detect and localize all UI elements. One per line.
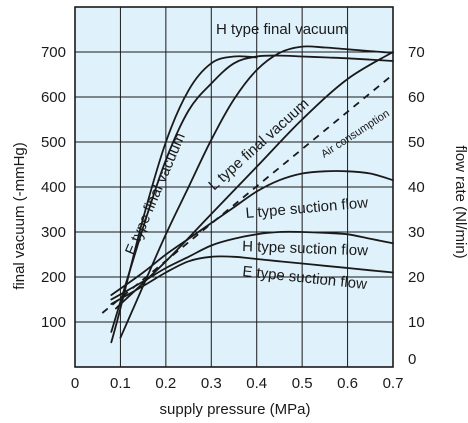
y-tick-label-right: 0 [408,351,416,368]
series-line-l-type-suction-flow [110,170,394,296]
y-tick-label-right: 60 [408,89,425,106]
y-tick-label-right: 70 [408,44,425,61]
x-tick-label: 0.3 [201,375,222,392]
y-tick-label-left: 500 [41,134,66,151]
y-tick-label-right: 30 [408,224,425,241]
x-tick-label: 0.7 [383,375,404,392]
series-line-e-type-final-vacuum [110,55,258,344]
y-tick-label-left: 600 [41,89,66,106]
x-tick-label: 0 [71,375,79,392]
y-tick-label-right: 10 [408,314,425,331]
y-tick-label-left: 100 [41,314,66,331]
y-tick-label-left: 200 [41,269,66,286]
label-h-type-suction-flow: H type suction flow [242,238,369,259]
x-tick-label: 0.4 [246,375,267,392]
y-axis-title-right: flow rate (Nl/min) [452,145,468,258]
y-tick-label-left: 400 [41,179,66,196]
series-line-l-type-final-vacuum [119,45,394,339]
y-tick-label-left: 300 [41,224,66,241]
y-tick-label-left: 700 [41,44,66,61]
tick-labels: 0 0.1 0.2 0.3 0.4 0.5 0.6 0.7100200300400500600… [41,44,425,392]
y-axis-title-left: final vacuum (-mmHg) [11,142,28,290]
x-tick-label: 0.1 [110,375,131,392]
y-tick-label-right: 20 [408,269,425,286]
label-h-type-final-vacuum: H type final vacuum [216,21,348,38]
series-line-e-type-suction-flow [110,255,394,305]
series-line-air-consumption [101,73,394,314]
series-line-unlabeled-line [115,51,394,310]
curves [101,45,394,344]
y-tick-label-right: 50 [408,134,425,151]
x-axis-title: supply pressure (MPa) [160,401,311,418]
series-line-h-type-suction-flow [110,230,394,301]
plot-border [74,6,394,368]
y-tick-label-right: 40 [408,179,425,196]
x-tick-label: 0.5 [292,375,313,392]
x-tick-label: 0.6 [337,375,358,392]
x-tick-label: 0.2 [155,375,176,392]
